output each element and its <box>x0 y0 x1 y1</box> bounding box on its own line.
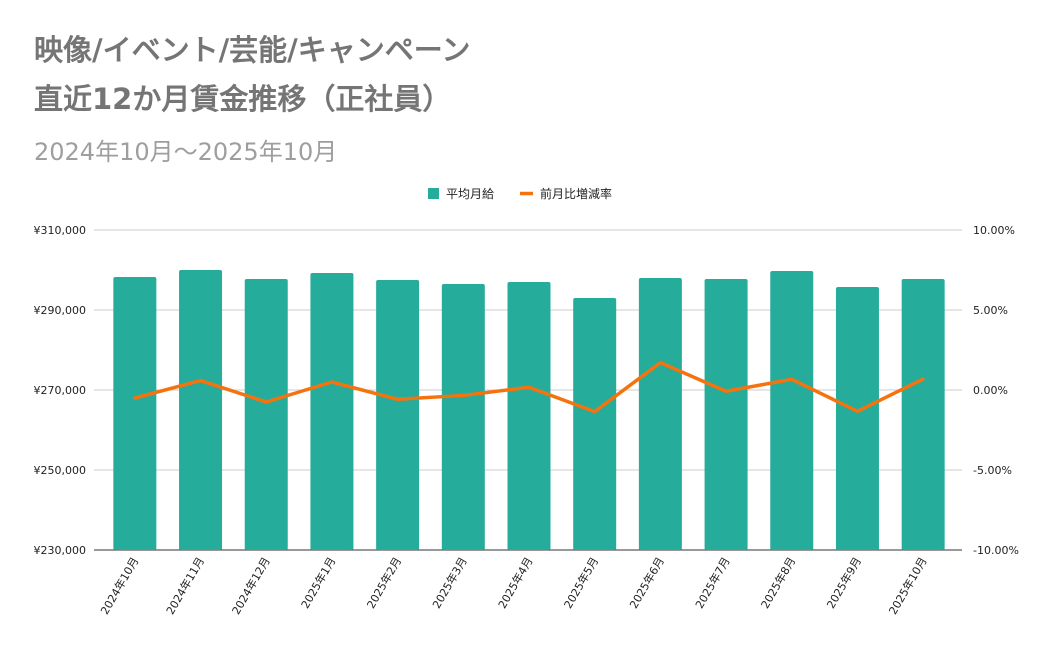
line-point <box>461 393 465 397</box>
y-left-tick-label: ¥290,000 <box>34 304 87 317</box>
x-tick-label: 2024年11月 <box>163 555 207 617</box>
line-point <box>855 409 859 413</box>
x-tick-label: 2025年9月 <box>823 555 864 611</box>
x-tick-label: 2024年10月 <box>97 555 141 617</box>
line-point <box>724 389 728 393</box>
y-left-tick-label: ¥270,000 <box>34 384 87 397</box>
chart-subtitle: 2024年10月～2025年10月 <box>34 138 338 166</box>
x-tick-label: 2025年6月 <box>626 555 667 611</box>
line-point <box>199 379 203 383</box>
bar <box>638 278 682 550</box>
bar <box>310 273 354 550</box>
x-tick-label: 2025年4月 <box>495 555 536 611</box>
line-point <box>658 361 662 365</box>
y-left-tick-label: ¥310,000 <box>34 224 87 237</box>
y-right-tick-label: 10.00% <box>973 224 1015 237</box>
x-tick-label: 2025年8月 <box>758 555 799 611</box>
bar <box>244 279 288 550</box>
bar <box>573 298 617 550</box>
line-point <box>790 377 794 381</box>
bar <box>835 287 879 550</box>
x-tick-label: 2025年7月 <box>692 555 733 611</box>
bar <box>113 277 157 550</box>
y-right-tick-label: -5.00% <box>973 464 1012 477</box>
x-tick-label: 2025年5月 <box>561 555 602 611</box>
y-left-tick-label: ¥250,000 <box>34 464 87 477</box>
chart-title-line2: 直近12か月賃金推移（正社員） <box>34 82 452 116</box>
y-right-tick-label: 0.00% <box>973 384 1008 397</box>
bar <box>901 279 945 550</box>
y-right-tick-label: -10.00% <box>973 544 1019 557</box>
line-point <box>264 400 268 404</box>
line-point <box>527 385 531 389</box>
line-point <box>921 377 925 381</box>
line-point <box>330 380 334 384</box>
legend-label: 平均月給 <box>446 187 494 201</box>
y-right-tick-label: 5.00% <box>973 304 1008 317</box>
legend-swatch-bar <box>428 188 439 199</box>
line-point <box>133 396 137 400</box>
x-tick-label: 2025年1月 <box>298 555 339 611</box>
x-tick-label: 2025年3月 <box>429 555 470 611</box>
bar <box>179 270 223 550</box>
line-point <box>593 410 597 414</box>
bar <box>376 280 420 550</box>
bar <box>704 279 748 550</box>
y-left-tick-label: ¥230,000 <box>34 544 87 557</box>
bar <box>770 271 814 550</box>
line-point <box>396 397 400 401</box>
chart-title: 映像/イベント/芸能/キャンペーン <box>34 33 471 67</box>
bar <box>441 284 485 550</box>
legend-label: 前月比増減率 <box>540 186 612 201</box>
bar <box>507 282 551 550</box>
x-tick-label: 2024年12月 <box>229 555 273 617</box>
x-tick-label: 2025年10月 <box>886 555 930 617</box>
x-tick-label: 2025年2月 <box>364 555 405 611</box>
